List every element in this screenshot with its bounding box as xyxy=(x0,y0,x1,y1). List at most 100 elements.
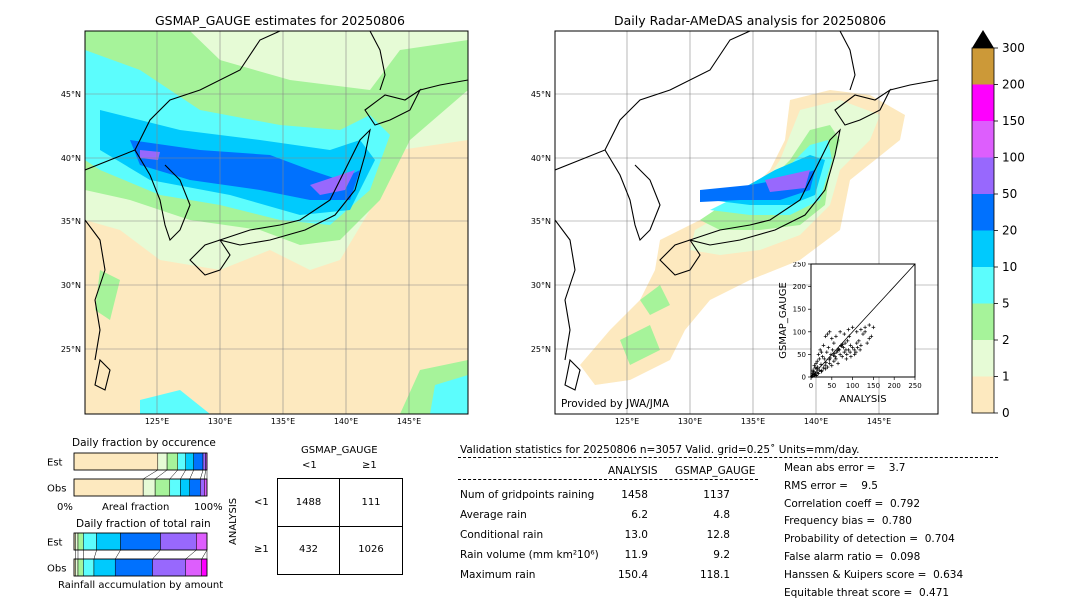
colorbar-segment xyxy=(972,48,994,85)
ct-cell: 111 xyxy=(361,497,381,508)
scatter-point xyxy=(839,344,844,349)
occ-x-left: 0% xyxy=(57,502,73,513)
bar-segment xyxy=(83,532,97,551)
scatter-point xyxy=(850,325,855,330)
left-coast-kyushu xyxy=(189,239,231,276)
scatter-y-tick: 200 xyxy=(793,283,806,291)
scatter-point xyxy=(827,330,832,334)
right-lat-label: 30°N xyxy=(531,281,551,290)
ct-cell: 1488 xyxy=(295,497,322,508)
scatter-point xyxy=(840,342,845,347)
scatter-point xyxy=(815,367,819,371)
scatter-point xyxy=(854,330,859,334)
bar-segment xyxy=(160,532,197,551)
left-lat-label: 35°N xyxy=(61,217,81,226)
left-lat-label: 40°N xyxy=(61,154,81,163)
scatter-x-tick: 250 xyxy=(908,382,921,390)
left-coast-sakhalin xyxy=(369,31,386,91)
scatter-point xyxy=(871,325,876,330)
left-coast-hokkaido xyxy=(364,88,422,126)
right-lat-label: 45°N xyxy=(531,90,551,99)
scatter-point xyxy=(842,332,847,336)
radar-credit: Provided by JWA/JMA xyxy=(561,398,670,410)
colorbar-tick-label: 100 xyxy=(1002,151,1025,165)
left-coast-taiwan xyxy=(94,358,111,391)
scatter-point xyxy=(840,354,844,359)
ct-col-header: <1 xyxy=(302,460,317,471)
stats-row-label: Maximum rain xyxy=(460,569,536,581)
left-lat-label: 30°N xyxy=(61,281,81,290)
scatter-point xyxy=(854,350,858,354)
right-rain-patch-2 xyxy=(640,285,670,315)
stats-row-gsmap: 1137 xyxy=(703,489,730,501)
bar-category-label: Obs xyxy=(47,564,66,575)
left-rain-patch-3 xyxy=(430,375,468,414)
colorbar-tick-label: 2 xyxy=(1002,333,1010,347)
stats-row-label: Rain volume (mm km²10⁶) xyxy=(460,549,599,561)
bar-segment xyxy=(202,452,206,471)
bar-segment xyxy=(166,452,178,471)
right-lat-label: 25°N xyxy=(531,345,551,354)
bar-segment xyxy=(73,452,159,471)
scatter-point xyxy=(836,347,841,351)
scatter-inset: 0 50 100 150 200 250 0 50 100 150 200 250 ANALYSIS GS… xyxy=(778,262,922,405)
bar-category-label: Est xyxy=(47,538,63,549)
stats-header: Validation statistics for 20250806 n=305… xyxy=(460,444,860,456)
scatter-point xyxy=(825,365,830,369)
scatter-point xyxy=(847,334,852,339)
scatter-ref-line xyxy=(810,263,916,378)
bar-segment xyxy=(189,478,201,497)
colorbar-segment xyxy=(972,376,994,413)
scatter-point xyxy=(852,352,857,357)
stats-score: Equitable threat score = 0.471 xyxy=(784,586,950,599)
scatter-point xyxy=(849,354,853,359)
scatter-point xyxy=(850,345,855,350)
occ-x-label: Areal fraction xyxy=(102,502,170,513)
scatter-point xyxy=(825,332,830,336)
bar-connector xyxy=(201,549,208,560)
scatter-point xyxy=(859,327,863,332)
right-coast-hokkaido xyxy=(834,88,892,126)
colorbar-tick-label: 300 xyxy=(1002,41,1025,55)
scatter-point xyxy=(838,352,842,357)
bar-connector xyxy=(204,469,206,480)
bar-frame xyxy=(73,558,208,577)
bar-category-label: Obs xyxy=(47,484,66,495)
right-coast-china xyxy=(555,219,576,361)
bar-segment xyxy=(142,478,156,497)
scatter-point xyxy=(828,356,832,360)
scatter-point xyxy=(819,350,824,354)
scatter-point xyxy=(845,339,850,343)
scatter-y-tick: 150 xyxy=(793,306,806,314)
scatter-point xyxy=(836,361,840,366)
scatter-point xyxy=(830,336,834,341)
bar-segment xyxy=(114,558,153,577)
scatter-xlabel: ANALYSIS xyxy=(839,394,886,405)
ct-row-axis: ANALYSIS xyxy=(228,497,239,545)
stats-row-label: Conditional rain xyxy=(460,529,544,541)
colorbar: 0 1 2 5 10 20 50 100 150 200 300 xyxy=(971,30,1025,420)
scatter-point xyxy=(844,348,848,352)
scatter-point xyxy=(816,352,821,357)
stats-row-gsmap: 12.8 xyxy=(706,529,730,541)
scatter-point xyxy=(818,348,822,352)
bar-segment xyxy=(96,532,121,551)
colorbar-tick-label: 1 xyxy=(1002,370,1010,384)
colorbar-segment xyxy=(972,303,994,340)
right-rain-patch-1 xyxy=(620,325,660,365)
scatter-y-tick: 0 xyxy=(802,374,806,382)
stats-score: Mean abs error = 3.7 xyxy=(784,462,906,474)
scatter-point xyxy=(824,360,828,365)
right-lon-label: 145°E xyxy=(867,417,891,425)
bar-segment xyxy=(120,532,161,551)
bar-segment xyxy=(169,478,181,497)
ct-row-header: ≥1 xyxy=(254,544,269,555)
scatter-point xyxy=(844,357,849,361)
scatter-point xyxy=(834,357,838,361)
stats-row-gsmap: 4.8 xyxy=(713,509,730,521)
left-lon-label: 130°E xyxy=(208,417,232,425)
scatter-y-tick: 250 xyxy=(793,262,806,269)
scatter-point xyxy=(832,351,837,356)
left-lon-label: 135°E xyxy=(271,417,295,425)
stats-row-analysis: 13.0 xyxy=(624,529,648,541)
